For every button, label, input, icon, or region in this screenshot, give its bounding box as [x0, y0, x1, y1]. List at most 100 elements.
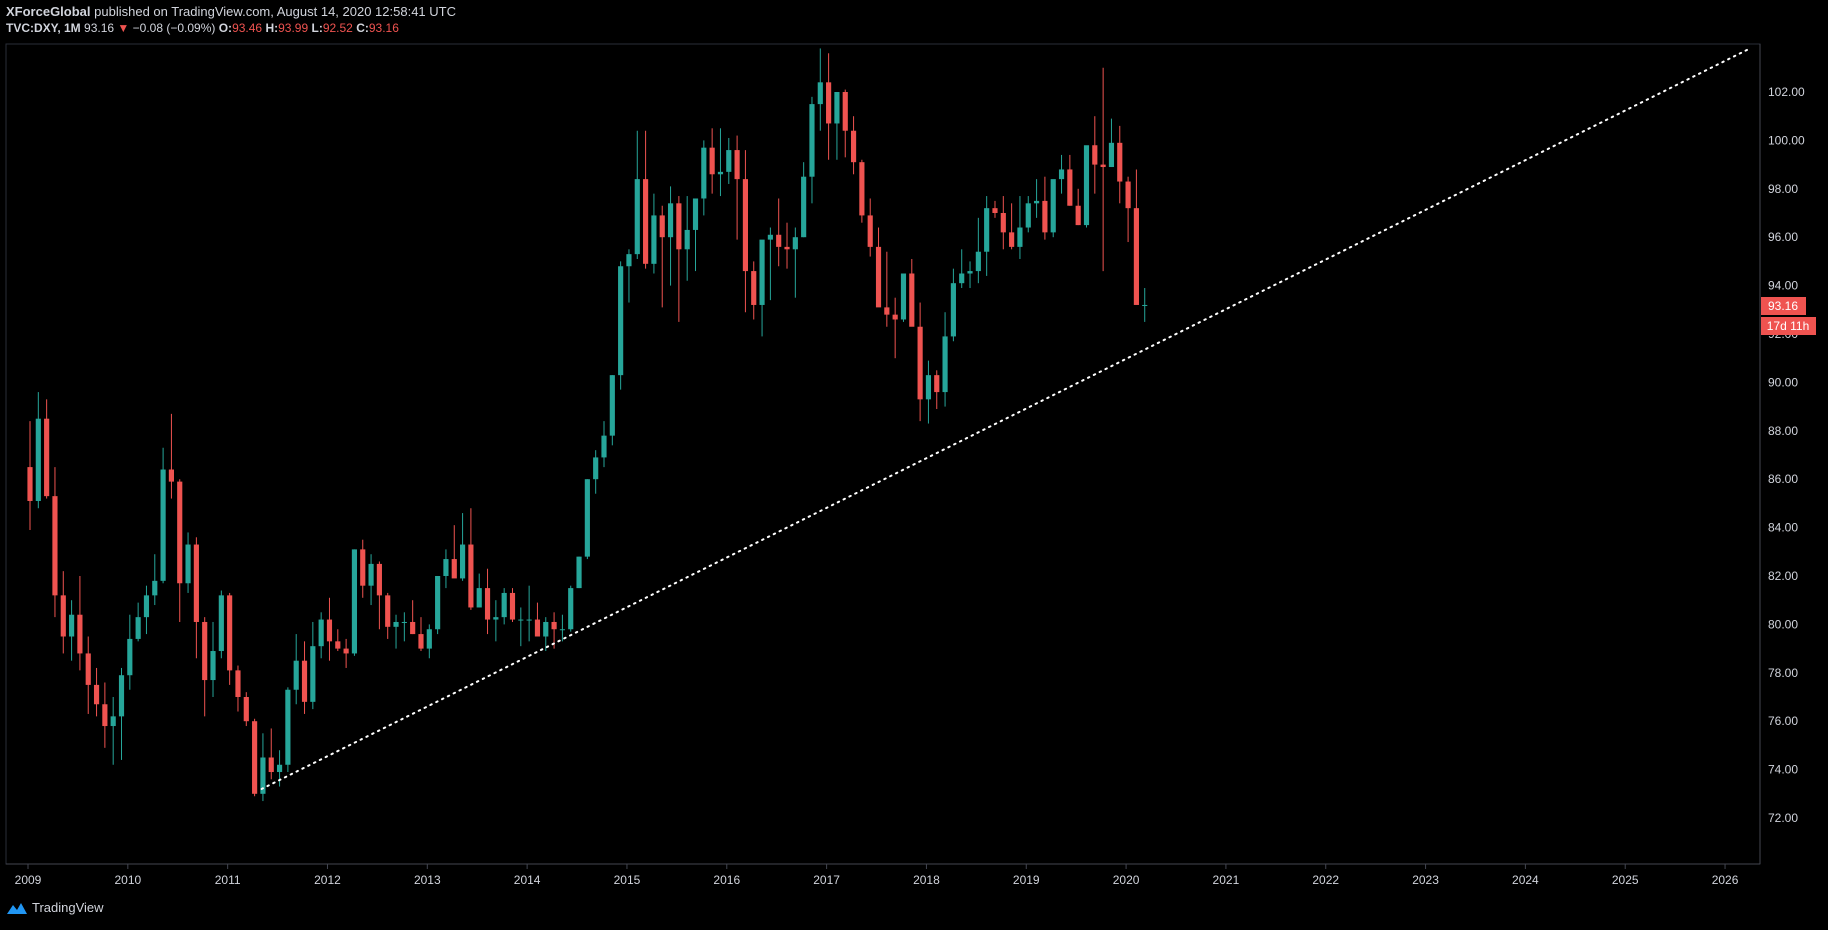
candle	[734, 135, 740, 240]
candle-body	[1000, 213, 1006, 233]
price-tick-label: 76.00	[1768, 714, 1798, 728]
candle	[651, 193, 657, 274]
price-tick-label: 86.00	[1768, 472, 1798, 486]
candle	[1009, 203, 1015, 250]
candle	[967, 261, 973, 289]
symbol-label[interactable]: TVC:DXY, 1M	[6, 21, 81, 35]
candle-body	[60, 595, 66, 637]
candle-body	[1133, 208, 1139, 305]
author-name[interactable]: XForceGlobal	[6, 4, 91, 19]
candle	[1133, 169, 1139, 305]
candle-body	[451, 559, 457, 579]
candle	[917, 302, 923, 422]
candle	[767, 227, 773, 301]
candle-body	[509, 592, 516, 620]
candle-body	[484, 588, 491, 620]
candle	[301, 641, 308, 714]
candle	[1100, 67, 1106, 272]
candle	[460, 513, 466, 581]
candle	[1092, 116, 1098, 194]
candle	[435, 576, 441, 635]
candle-body	[218, 595, 224, 652]
time-axis[interactable]: 2009 2010 2011 2012 2013 2014 2015 2016 2017 2018…	[15, 864, 1739, 887]
price-tick-label: 90.00	[1768, 375, 1798, 389]
candle	[69, 600, 75, 661]
candle	[1142, 288, 1148, 322]
candle-body	[1009, 232, 1015, 247]
time-tick-label: 2024	[1512, 873, 1539, 887]
candle-body	[1142, 304, 1148, 306]
candle-body	[1083, 145, 1090, 226]
candle	[1108, 118, 1115, 168]
candle	[52, 467, 58, 618]
candle	[393, 614, 399, 649]
candle-body	[667, 203, 674, 238]
candle-body	[1017, 227, 1023, 247]
candle	[534, 602, 541, 637]
candle	[385, 592, 391, 639]
candle	[667, 186, 674, 286]
candle-body	[160, 469, 166, 581]
low-value: 92.52	[322, 21, 353, 35]
candle	[692, 198, 699, 272]
trendline[interactable]	[260, 47, 1751, 790]
candle-body	[543, 621, 549, 637]
price-tick-label: 74.00	[1768, 763, 1798, 777]
candle-body	[984, 208, 990, 252]
candle	[526, 585, 532, 642]
candle	[684, 196, 690, 281]
candle	[1083, 145, 1090, 228]
time-tick-label: 2019	[1013, 873, 1040, 887]
candle-body	[850, 130, 857, 163]
candle	[285, 687, 291, 773]
candle-body	[734, 150, 740, 180]
candle	[235, 665, 241, 712]
candle-body	[1100, 164, 1106, 168]
candle	[884, 251, 890, 327]
candle-body	[276, 764, 283, 773]
candle-body	[93, 684, 100, 705]
candle-body	[118, 675, 125, 717]
candle-body	[801, 176, 807, 238]
candle	[842, 89, 848, 158]
time-tick-label: 2011	[215, 873, 241, 887]
candle	[1034, 179, 1040, 218]
candle-body	[168, 469, 174, 482]
candle	[850, 116, 857, 175]
candle-body	[792, 237, 798, 250]
candle-body	[385, 595, 391, 627]
price-axis[interactable]: 72.00 74.00 76.00 78.00 80.00 82.00 84.00 86.00…	[1768, 85, 1805, 825]
time-tick-label: 2018	[913, 873, 940, 887]
candle-body	[185, 544, 191, 584]
candle	[318, 612, 324, 659]
candle-body	[534, 619, 541, 637]
footer-brand[interactable]: TradingView	[6, 900, 104, 915]
candle-body	[135, 617, 141, 639]
candle	[468, 508, 474, 610]
candle-body	[326, 619, 333, 642]
candle-body	[992, 208, 998, 213]
close-value: 93.16	[368, 21, 399, 35]
candle-body	[460, 544, 466, 579]
candle	[118, 667, 125, 760]
candle	[826, 53, 832, 160]
candle-body	[110, 716, 116, 727]
candle-body	[243, 697, 249, 722]
time-tick-label: 2015	[614, 873, 641, 887]
candle	[759, 239, 765, 337]
candle-body	[842, 92, 848, 131]
candle-body	[35, 418, 41, 501]
candle-body	[726, 150, 732, 172]
candle-body	[260, 757, 266, 794]
candle-body	[301, 660, 308, 702]
candle	[1025, 196, 1031, 233]
open-label: O:	[218, 21, 233, 35]
candle-body	[476, 588, 482, 608]
dotted-trendline[interactable]	[260, 47, 1751, 790]
candle-body	[493, 617, 499, 620]
chart-header: XForceGlobal published on TradingView.co…	[6, 4, 456, 36]
candle-body	[1034, 200, 1040, 204]
candle	[593, 450, 599, 494]
last-price-badge: 93.16	[1761, 297, 1806, 315]
